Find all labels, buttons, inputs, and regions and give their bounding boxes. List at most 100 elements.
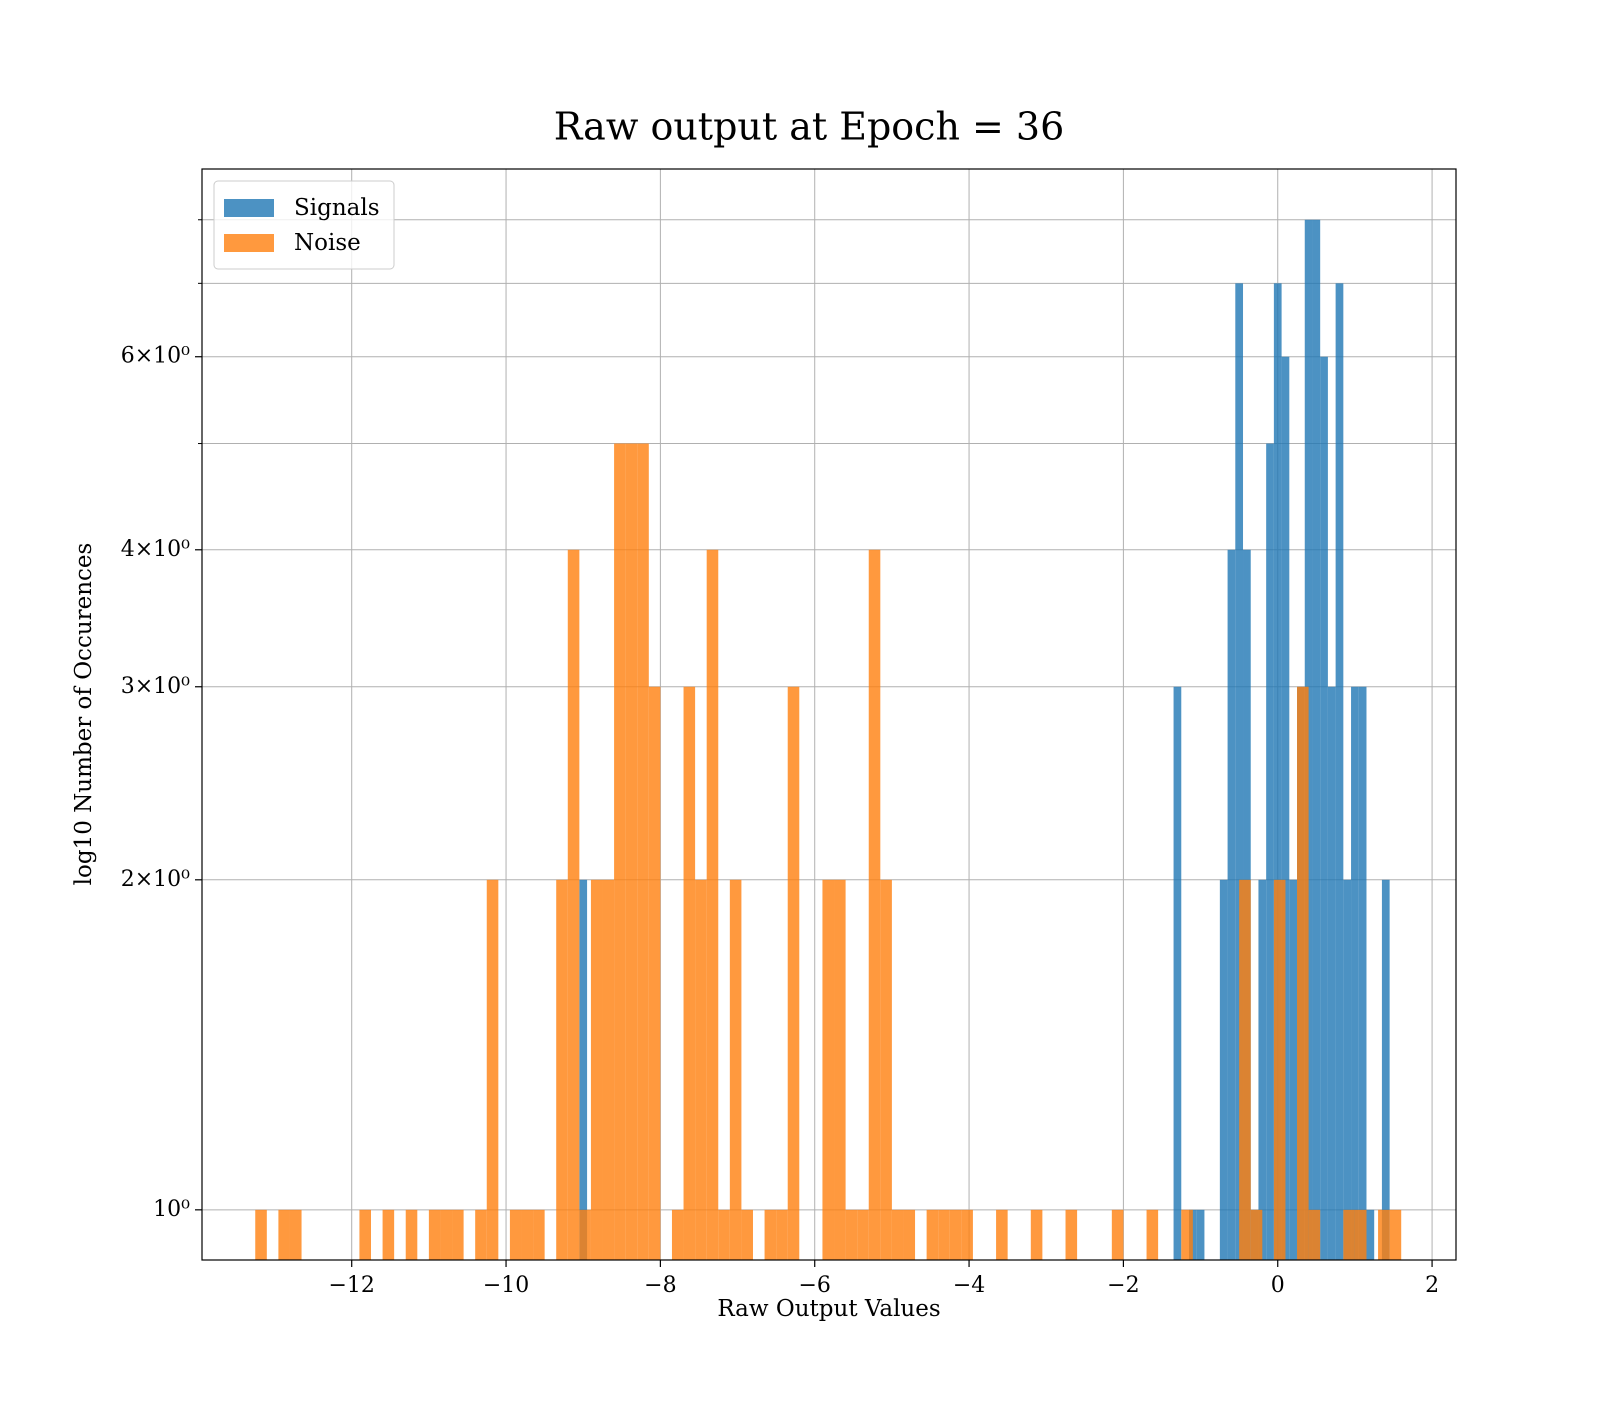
histogram-bar — [938, 1209, 950, 1260]
chart-title: Raw output at Epoch = 36 — [554, 105, 1065, 149]
histogram-bar — [1146, 1209, 1159, 1260]
histogram-bar — [822, 879, 835, 1260]
histogram-bar — [1366, 1209, 1375, 1260]
histogram-bar — [880, 879, 892, 1260]
histogram-bar — [1235, 283, 1244, 1260]
histogram-bar — [567, 549, 580, 1260]
histogram-bar — [1239, 879, 1251, 1260]
y-tick-label: 3×10⁰ — [121, 674, 190, 699]
histogram-bar — [683, 686, 696, 1260]
grid — [202, 169, 1456, 1260]
histogram-bar — [614, 443, 626, 1260]
histogram-bar — [1196, 1209, 1205, 1260]
histogram-bar — [556, 879, 568, 1260]
histogram-bar — [405, 1209, 418, 1260]
histogram-bar — [1181, 1209, 1193, 1260]
histogram-bar — [1308, 1209, 1321, 1260]
histogram-bar — [834, 879, 846, 1260]
histogram-bar — [637, 443, 649, 1260]
legend-swatch — [224, 234, 274, 252]
histogram-bar — [1173, 686, 1182, 1260]
ticks: −12 −10 −8 −6 −4 −2 0 2 10⁰ 2×10⁰ 3×10⁰ 4×10⁰ 6×10⁰ — [121, 219, 1439, 1298]
histogram-bar — [1358, 686, 1367, 1260]
histogram-bar — [1219, 879, 1228, 1260]
histogram-bar — [1343, 879, 1352, 1260]
histogram-bar — [1227, 549, 1236, 1260]
histogram-bar — [255, 1209, 267, 1260]
histogram-bar — [1289, 879, 1298, 1260]
y-tick-label: 10⁰ — [153, 1197, 190, 1222]
histogram-bar — [1250, 1209, 1263, 1260]
histogram-bar — [440, 1209, 453, 1260]
y-tick-label: 2×10⁰ — [121, 867, 190, 892]
y-tick-label: 4×10⁰ — [121, 537, 190, 562]
histogram-bar — [382, 1209, 395, 1260]
histogram-bar — [648, 686, 661, 1260]
histogram-bar — [359, 1209, 372, 1260]
histogram-bar — [579, 879, 588, 1260]
x-tick-label: −2 — [1107, 1273, 1139, 1298]
histogram-bar — [729, 879, 742, 1260]
histogram-bar — [475, 1209, 487, 1260]
x-tick-label: −6 — [799, 1273, 831, 1298]
histogram-bar — [533, 1209, 545, 1260]
histogram-bar — [486, 879, 499, 1260]
histogram-bar — [1343, 1209, 1355, 1260]
histogram-bar — [289, 1209, 302, 1260]
histogram-bar — [278, 1209, 290, 1260]
histogram-bar — [1351, 686, 1359, 1260]
histogram-bar — [741, 1209, 753, 1260]
histogram-bar — [868, 549, 881, 1260]
x-tick-label: −4 — [953, 1273, 985, 1298]
histogram-bar — [1381, 879, 1390, 1260]
histogram-bar — [926, 1209, 939, 1260]
histogram-bar — [590, 879, 603, 1260]
histogram-bar — [706, 549, 719, 1260]
x-axis-label: Raw Output Values — [717, 1296, 940, 1322]
legend-label: Signals — [294, 195, 380, 221]
histogram-bar — [452, 1209, 464, 1260]
histogram-bar — [949, 1209, 962, 1260]
histogram-bar — [509, 1209, 522, 1260]
histogram-bar — [776, 1209, 788, 1260]
histogram-bar — [764, 1209, 777, 1260]
histogram-bar — [1065, 1209, 1078, 1260]
x-tick-label: −12 — [328, 1273, 374, 1298]
histogram-bar — [845, 1209, 858, 1260]
histogram-bar — [1297, 686, 1309, 1260]
histogram-bar — [1389, 1209, 1402, 1260]
histogram-bar — [695, 879, 707, 1260]
histogram-bar — [579, 1209, 591, 1260]
histogram-bar — [718, 1209, 730, 1260]
x-tick-label: 0 — [1271, 1273, 1285, 1298]
histogram-bar — [1258, 879, 1267, 1260]
histogram-bar — [891, 1209, 904, 1260]
histogram-bar — [903, 1209, 916, 1260]
histogram-bar — [787, 686, 800, 1260]
x-tick-label: 2 — [1425, 1273, 1439, 1298]
histogram-bar — [1273, 283, 1282, 1260]
histogram-bar — [625, 443, 638, 1260]
histogram-bar — [671, 1209, 684, 1260]
histogram-bar — [857, 1209, 869, 1260]
histogram-bar — [961, 1209, 973, 1260]
histogram-bar — [1327, 686, 1336, 1260]
histogram-bar — [1320, 356, 1328, 1260]
histogram-bar — [1335, 283, 1344, 1260]
x-tick-label: −8 — [644, 1273, 676, 1298]
histogram-bar — [521, 1209, 534, 1260]
histogram-bar — [1266, 443, 1274, 1260]
histogram-bar — [1312, 219, 1321, 1260]
histogram-bar — [1273, 879, 1286, 1260]
legend-swatch — [224, 199, 274, 217]
legend: Signals Noise — [213, 180, 395, 270]
histogram-bar — [602, 879, 615, 1260]
histogram-bar — [1111, 1209, 1124, 1260]
legend-label: Noise — [294, 230, 361, 256]
y-axis-label: log10 Number of Occurences — [71, 543, 97, 886]
histogram-bar — [428, 1209, 441, 1260]
histogram-bar — [996, 1209, 1008, 1260]
axes-frame — [201, 168, 1457, 1261]
